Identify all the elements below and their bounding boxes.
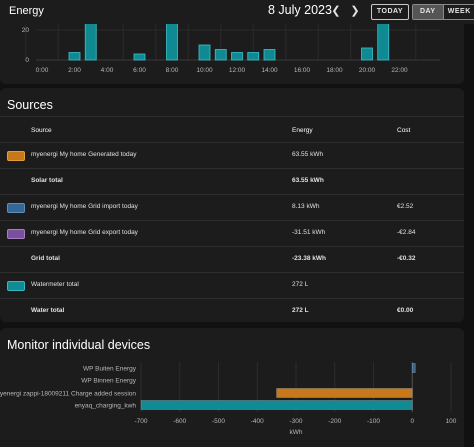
- source-name: myenergi My home Grid import today: [31, 203, 138, 210]
- x-tick-label: 16:00: [294, 67, 311, 74]
- sources-card: [0, 88, 464, 322]
- source-name: Water total: [31, 307, 65, 314]
- x-tick-label: -300: [289, 418, 302, 425]
- hourly-bar[interactable]: [377, 21, 390, 61]
- date-label: 8 July 2023: [268, 3, 332, 17]
- x-tick-label: -400: [251, 418, 264, 425]
- source-energy: -31.51 kWh: [292, 229, 326, 236]
- hourly-bar[interactable]: [361, 47, 373, 61]
- chevron-left-icon[interactable]: ❮: [331, 5, 341, 17]
- x-tick-label: 0:00: [36, 67, 49, 74]
- source-energy: 63.55 kWh: [292, 177, 324, 184]
- device-energy-chart: WP Buiten Energy WP Binnen Energy myenergi…: [0, 362, 457, 436]
- column-header-energy: Energy: [292, 127, 313, 134]
- hourly-energy-chart: 20 0 0:00 2:00 4:00 6:00 8:00 10:00 12:00 14:00 1…: [22, 21, 440, 74]
- sources-title: Sources: [7, 98, 53, 112]
- x-tick-label: -700: [134, 418, 147, 425]
- x-tick-label: -500: [212, 418, 225, 425]
- source-name: Watermeter total: [31, 281, 79, 288]
- source-energy: 272 L: [292, 307, 309, 314]
- hourly-bar[interactable]: [198, 44, 211, 61]
- source-name: Solar total: [31, 177, 63, 184]
- column-header-cost: Cost: [397, 127, 411, 134]
- x-tick-label: 0: [410, 418, 414, 425]
- source-name: myenergi My home Grid export today: [31, 229, 138, 236]
- hourly-bar[interactable]: [263, 49, 276, 61]
- x-tick-label: -200: [328, 418, 341, 425]
- app-title: Energy: [9, 5, 44, 17]
- table-divider: [0, 246, 464, 247]
- source-energy: 272 L: [292, 281, 309, 288]
- device-bar[interactable]: [411, 363, 416, 373]
- x-tick-label: 12:00: [229, 67, 246, 74]
- y-tick-label: 20: [22, 27, 30, 34]
- period-week-button[interactable]: WEEK: [442, 5, 474, 19]
- monitor-title: Monitor individual devices: [7, 338, 151, 352]
- table-divider: [0, 298, 464, 299]
- today-button[interactable]: TODAY: [371, 4, 409, 20]
- x-tick-label: 20:00: [359, 67, 376, 74]
- x-tick-label: 4:00: [101, 67, 114, 74]
- monitor-devices-card: [0, 328, 464, 447]
- source-energy: 8.13 kWh: [292, 203, 320, 210]
- hourly-bar[interactable]: [84, 21, 97, 61]
- hourly-bar[interactable]: [133, 53, 146, 61]
- table-divider: [0, 116, 464, 117]
- x-tick-label: 8:00: [166, 67, 179, 74]
- table-divider: [0, 220, 464, 221]
- hourly-bar[interactable]: [214, 49, 227, 61]
- source-color-swatch: [7, 229, 25, 239]
- y-tick-label: 0: [25, 57, 29, 64]
- period-day-button[interactable]: DAY: [413, 5, 443, 19]
- source-energy: 63.55 kWh: [292, 151, 324, 158]
- x-tick-label: 18:00: [326, 67, 343, 74]
- source-color-swatch: [7, 203, 25, 213]
- top-bar: Energy 8 July 2023 ❮ ❯ TODAY DAY WEEK: [0, 0, 474, 24]
- device-label: WP Binnen Energy: [81, 378, 137, 385]
- hourly-bar[interactable]: [68, 52, 81, 61]
- x-tick-label: 2:00: [68, 67, 81, 74]
- x-tick-label: 14:00: [261, 67, 278, 74]
- source-cost: -€2.84: [397, 229, 416, 236]
- source-color-swatch: [7, 151, 25, 161]
- source-color-swatch: [7, 281, 25, 291]
- hourly-bar[interactable]: [247, 52, 260, 61]
- source-name: myenergi My home Generated today: [31, 151, 137, 158]
- device-label: enyaq_charging_kwh: [75, 403, 137, 410]
- x-tick-label: -600: [173, 418, 186, 425]
- x-tick-label: 10:00: [196, 67, 213, 74]
- hourly-bar[interactable]: [166, 21, 178, 61]
- column-header-source: Source: [31, 127, 52, 134]
- x-tick-label: 100: [446, 418, 457, 425]
- source-name: Grid total: [31, 255, 60, 262]
- device-chart-xlabel: kWh: [290, 429, 303, 436]
- source-cost: €2.52: [397, 203, 414, 210]
- device-bar[interactable]: [140, 400, 413, 410]
- hourly-chart-card: 20 0 0:00 2:00 4:00 6:00 8:00 10:00 12:00 14:00 1…: [0, 21, 464, 84]
- x-tick-label: 6:00: [133, 67, 146, 74]
- x-tick-label: 22:00: [391, 67, 408, 74]
- source-cost: -€0.32: [397, 255, 416, 262]
- period-selector: DAY WEEK: [412, 4, 474, 20]
- hourly-bar[interactable]: [231, 52, 243, 61]
- source-energy: -23.38 kWh: [292, 255, 326, 262]
- device-bar[interactable]: [276, 388, 413, 398]
- device-label: myenergi zappi-18009211 Charge added ses…: [0, 391, 136, 398]
- table-divider: [0, 168, 464, 169]
- chevron-right-icon[interactable]: ❯: [350, 5, 360, 17]
- source-cost: €0.00: [397, 307, 414, 314]
- x-tick-label: -100: [367, 418, 380, 425]
- device-label: WP Buiten Energy: [83, 366, 137, 373]
- table-divider: [0, 194, 464, 195]
- table-divider: [0, 272, 464, 273]
- table-divider: [0, 142, 464, 143]
